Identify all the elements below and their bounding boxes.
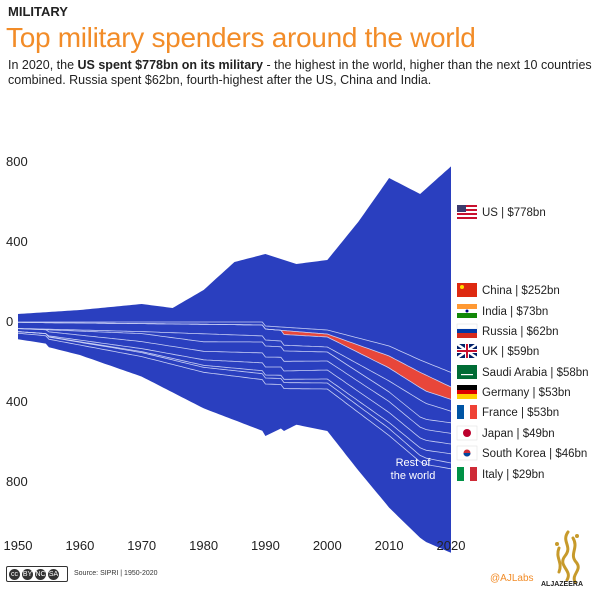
russia-flag-mid xyxy=(457,329,477,333)
us-flag-stripe xyxy=(457,213,477,215)
series-boundary-line xyxy=(17,328,452,434)
france-flag-mid xyxy=(464,405,470,419)
legend-label: India | $73bn xyxy=(482,306,548,318)
aljazeera-logo-icon xyxy=(555,530,580,584)
us-flag-stripe xyxy=(457,211,477,213)
legend-label: Russia | $62bn xyxy=(482,326,559,338)
aljazeera-brand: ALJAZEERA xyxy=(541,581,584,588)
japan-flag-disc xyxy=(463,429,471,437)
streamgraph-area xyxy=(18,166,451,553)
x-tick-label: 1970 xyxy=(127,538,156,553)
y-tick-label: 800 xyxy=(6,154,28,169)
y-tick-label: 800 xyxy=(6,474,28,489)
kicker: MILITARY xyxy=(8,4,68,19)
saudi-flag xyxy=(457,365,477,379)
legend-label: Italy | $29bn xyxy=(482,469,544,481)
us-flag-stripe xyxy=(457,209,477,211)
cc-icon: cc xyxy=(9,568,20,580)
italy-flag-mid xyxy=(464,467,470,481)
rest-of-world-annotation: the world xyxy=(391,470,436,482)
series-boundary-line xyxy=(17,331,452,455)
china-flag-star xyxy=(460,285,464,289)
x-tick-label: 1990 xyxy=(251,538,280,553)
us-flag-stripe xyxy=(457,215,477,217)
cc-license-badge: cc BY NC SA xyxy=(6,566,68,582)
legend-label: Saudi Arabia | $58bn xyxy=(482,367,589,379)
russia-band xyxy=(18,322,451,400)
chart-subtitle: In 2020, the US spent $778bn on its mili… xyxy=(8,58,593,88)
series-boundary-line xyxy=(18,321,452,373)
france-flag-right xyxy=(470,405,477,419)
russia-flag-bottom xyxy=(457,333,477,338)
legend-label: UK | $59bn xyxy=(482,346,539,358)
uk-flag-cross-red xyxy=(457,344,477,358)
germany-flag-top xyxy=(457,385,477,390)
series-boundary-line xyxy=(17,328,452,424)
saudi-flag-sword xyxy=(461,374,473,376)
korea-flag-taegeuk-blue xyxy=(463,453,471,457)
source-text: Source: SIPRI | 1950-2020 xyxy=(74,570,158,577)
india-flag-bottom xyxy=(457,313,477,318)
y-tick-label: 400 xyxy=(6,394,28,409)
india-flag-chakra xyxy=(465,309,469,313)
x-tick-label: 2020 xyxy=(437,538,466,553)
series-boundary-line xyxy=(17,331,452,445)
x-tick-label: 1980 xyxy=(189,538,218,553)
x-tick-label: 1960 xyxy=(65,538,94,553)
sa-icon: SA xyxy=(48,568,59,580)
legend-label: Germany | $53bn xyxy=(482,387,571,399)
france-flag-left xyxy=(457,405,464,419)
china-flag xyxy=(457,283,477,297)
legend-label: China | $252bn xyxy=(482,285,560,297)
legend-label: France | $53bn xyxy=(482,407,559,419)
rest-of-world-annotation: Rest of xyxy=(396,457,432,469)
russia-flag-top xyxy=(456,323,478,330)
subtitle-pre: In 2020, the xyxy=(8,58,78,72)
x-tick-label: 1950 xyxy=(4,538,33,553)
series-boundary-line xyxy=(17,328,452,412)
ajlabs-handle: @AJLabs xyxy=(490,573,534,584)
us-flag-canton xyxy=(457,205,466,212)
series-boundary-line xyxy=(17,332,452,470)
y-tick-label: 400 xyxy=(6,234,28,249)
legend-label: US | $778bn xyxy=(482,207,546,219)
by-icon: BY xyxy=(22,568,33,580)
us-flag-stripe xyxy=(457,207,477,209)
y-tick-label: 0 xyxy=(6,314,13,329)
legend-label: Japan | $49bn xyxy=(482,428,555,440)
subtitle-bold: US spent $778bn on its military xyxy=(77,58,263,72)
india-flag-top xyxy=(457,304,477,309)
chart-title: Top military spenders around the world xyxy=(6,22,476,53)
italy-flag-right xyxy=(470,467,477,481)
germany-flag-bottom xyxy=(457,394,477,399)
legend-label: South Korea | $46bn xyxy=(482,448,587,460)
us-flag-stripe xyxy=(457,205,477,207)
subtitle-post: - the highest in the world, higher than … xyxy=(8,58,592,87)
italy-flag-left xyxy=(457,467,464,481)
series-boundary-line xyxy=(17,331,452,464)
series-boundary-line xyxy=(18,322,452,400)
us-flag-stripe xyxy=(457,217,477,219)
x-tick-label: 2010 xyxy=(375,538,404,553)
germany-flag-mid xyxy=(457,390,477,394)
nc-icon: NC xyxy=(35,568,46,580)
x-tick-label: 2000 xyxy=(313,538,342,553)
